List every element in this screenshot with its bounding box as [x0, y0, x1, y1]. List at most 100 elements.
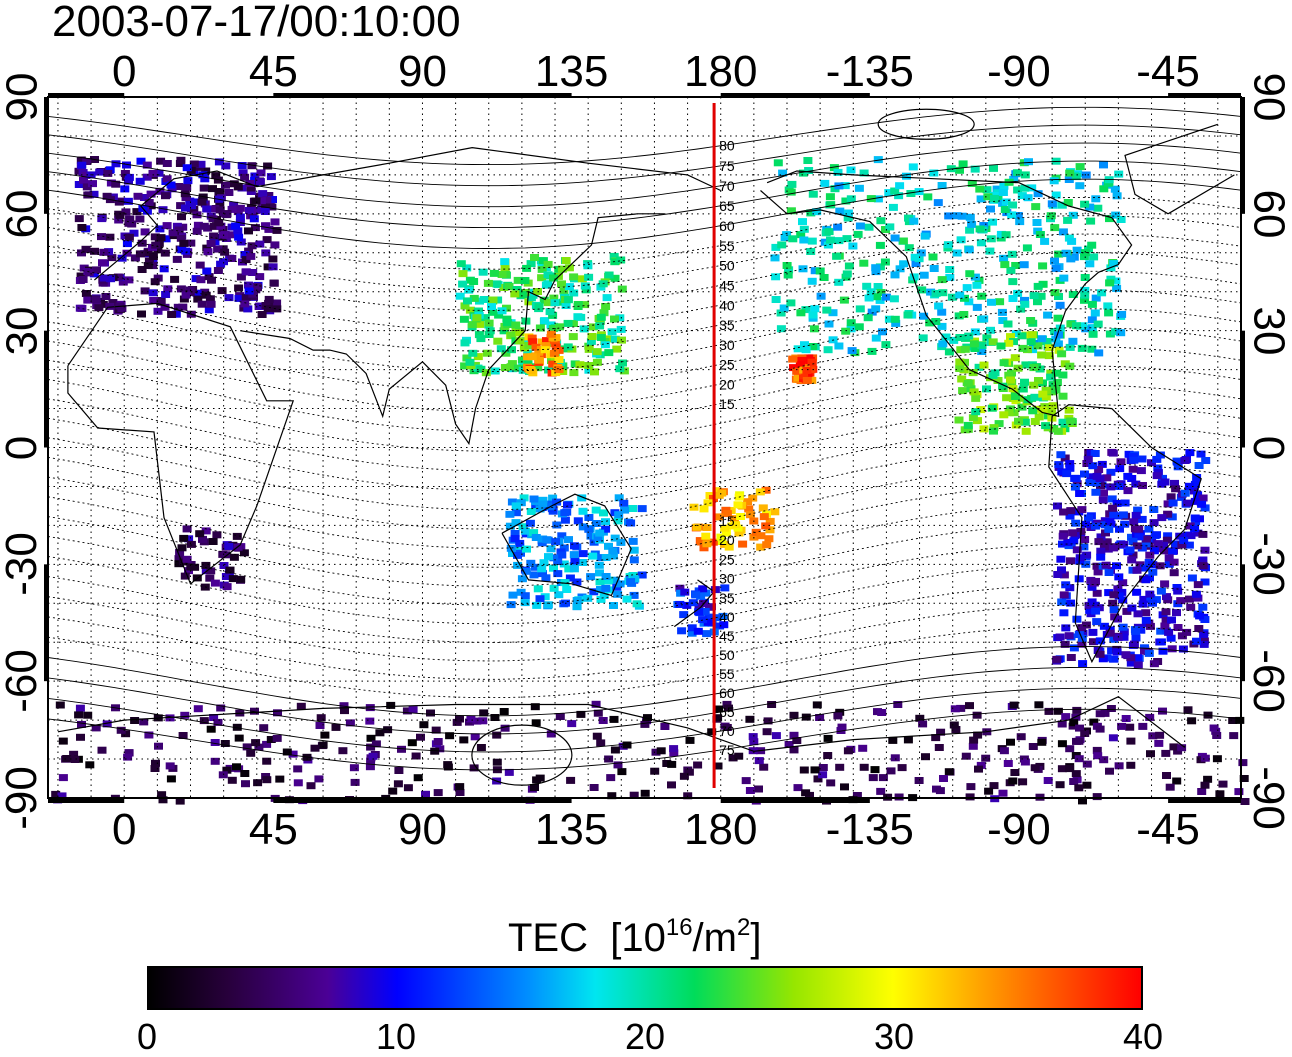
- tec-cell: [124, 173, 134, 181]
- tec-cell: [1164, 554, 1174, 562]
- tec-cell: [459, 315, 469, 323]
- tec-cell: [1128, 551, 1138, 559]
- tec-cell: [1112, 648, 1122, 656]
- tec-cell: [1184, 482, 1194, 490]
- tec-cell: [77, 720, 86, 728]
- tec-cell: [1062, 470, 1072, 478]
- tec-cell: [1146, 594, 1156, 602]
- tec-cell: [1166, 493, 1176, 501]
- tec-cell: [977, 341, 987, 349]
- tec-cell: [1132, 566, 1142, 574]
- tec-cell: [864, 294, 874, 302]
- tec-cell: [1093, 320, 1103, 328]
- tec-cell: [1016, 305, 1026, 313]
- tec-cell: [1193, 581, 1203, 589]
- tec-cell: [1183, 706, 1193, 714]
- tec-cell: [388, 787, 398, 795]
- tec-cell: [1118, 596, 1128, 604]
- tec-cell: [1135, 561, 1145, 569]
- tec-cell: [526, 294, 536, 302]
- tec-cell: [1133, 654, 1142, 662]
- tec-cell: [979, 361, 989, 369]
- tec-cell: [801, 789, 811, 797]
- tec-cell: [890, 234, 900, 242]
- tec-cell: [1105, 330, 1115, 338]
- tec-cell: [76, 733, 85, 741]
- tec-cell: [273, 709, 282, 717]
- tec-cell: [945, 266, 955, 273]
- tec-cell: [1115, 525, 1124, 533]
- tec-cell: [1095, 710, 1105, 718]
- tec-cell: [554, 356, 564, 363]
- tec-cell: [1055, 781, 1065, 789]
- tec-cell: [267, 203, 277, 211]
- tec-cell: [548, 494, 558, 502]
- tec-cell: [584, 514, 594, 521]
- tec-cell: [245, 207, 254, 214]
- tec-cell: [591, 700, 601, 708]
- tec-cell: [1002, 394, 1012, 402]
- tec-cell: [815, 267, 825, 275]
- tec-cell: [182, 183, 192, 191]
- tec-cell: [199, 717, 209, 725]
- tec-cell: [996, 234, 1006, 242]
- tec-cell: [964, 246, 974, 254]
- tec-cell: [158, 796, 168, 804]
- tec-cell: [468, 349, 478, 357]
- tec-cell: [201, 561, 211, 569]
- tec-cell: [894, 192, 904, 200]
- tec-cell: [1084, 514, 1093, 522]
- tec-cell: [244, 287, 254, 295]
- tec-cell: [500, 364, 510, 371]
- tec-cell: [698, 585, 708, 593]
- tec-cell: [986, 326, 995, 334]
- tec-cell: [738, 540, 748, 548]
- tec-cell: [1102, 474, 1112, 482]
- tec-cell: [552, 521, 562, 529]
- tec-cell: [802, 367, 812, 374]
- tec-cell: [174, 226, 184, 234]
- tec-cell: [526, 260, 536, 268]
- tec-cell: [255, 240, 265, 248]
- tec-cell: [209, 714, 219, 721]
- magnetic-contour: [47, 365, 1242, 452]
- tec-cell: [1089, 253, 1099, 261]
- tec-cell: [78, 276, 88, 283]
- tec-cell: [702, 540, 712, 548]
- tec-cell: [956, 236, 966, 244]
- tec-cell: [1065, 464, 1075, 472]
- tec-cell: [719, 621, 729, 629]
- tec-cell: [1061, 624, 1071, 632]
- tec-cell: [1020, 184, 1030, 192]
- axis-bar: [720, 93, 870, 98]
- tec-cell: [488, 296, 498, 304]
- tec-cell: [1010, 769, 1020, 776]
- tec-cell: [560, 579, 570, 587]
- tec-cell: [925, 319, 935, 327]
- tec-cell: [1140, 564, 1150, 572]
- tec-cell: [1050, 289, 1060, 296]
- tec-cell: [604, 755, 614, 763]
- tec-cell: [1110, 185, 1120, 193]
- tec-cell: [233, 227, 243, 235]
- tec-cell: [696, 592, 706, 600]
- tec-cell: [982, 334, 992, 342]
- tec-cell: [1117, 310, 1127, 318]
- tec-cell: [999, 359, 1009, 367]
- tec-cell: [1056, 555, 1066, 563]
- tec-cell: [1195, 612, 1205, 620]
- tec-cell: [974, 363, 984, 371]
- tec-cell: [1080, 296, 1089, 304]
- tec-cell: [788, 235, 798, 243]
- tec-cell: [713, 714, 723, 722]
- tec-cell: [724, 543, 734, 551]
- tec-cell: [1066, 417, 1076, 425]
- tec-cell: [1071, 770, 1081, 778]
- tec-cell: [1192, 637, 1201, 645]
- tec-cell: [1119, 540, 1129, 548]
- axis-bar: [720, 798, 870, 803]
- tec-cell: [318, 741, 328, 749]
- tec-cell: [263, 162, 273, 170]
- tec-cell: [1197, 500, 1207, 508]
- tec-cell: [550, 299, 560, 307]
